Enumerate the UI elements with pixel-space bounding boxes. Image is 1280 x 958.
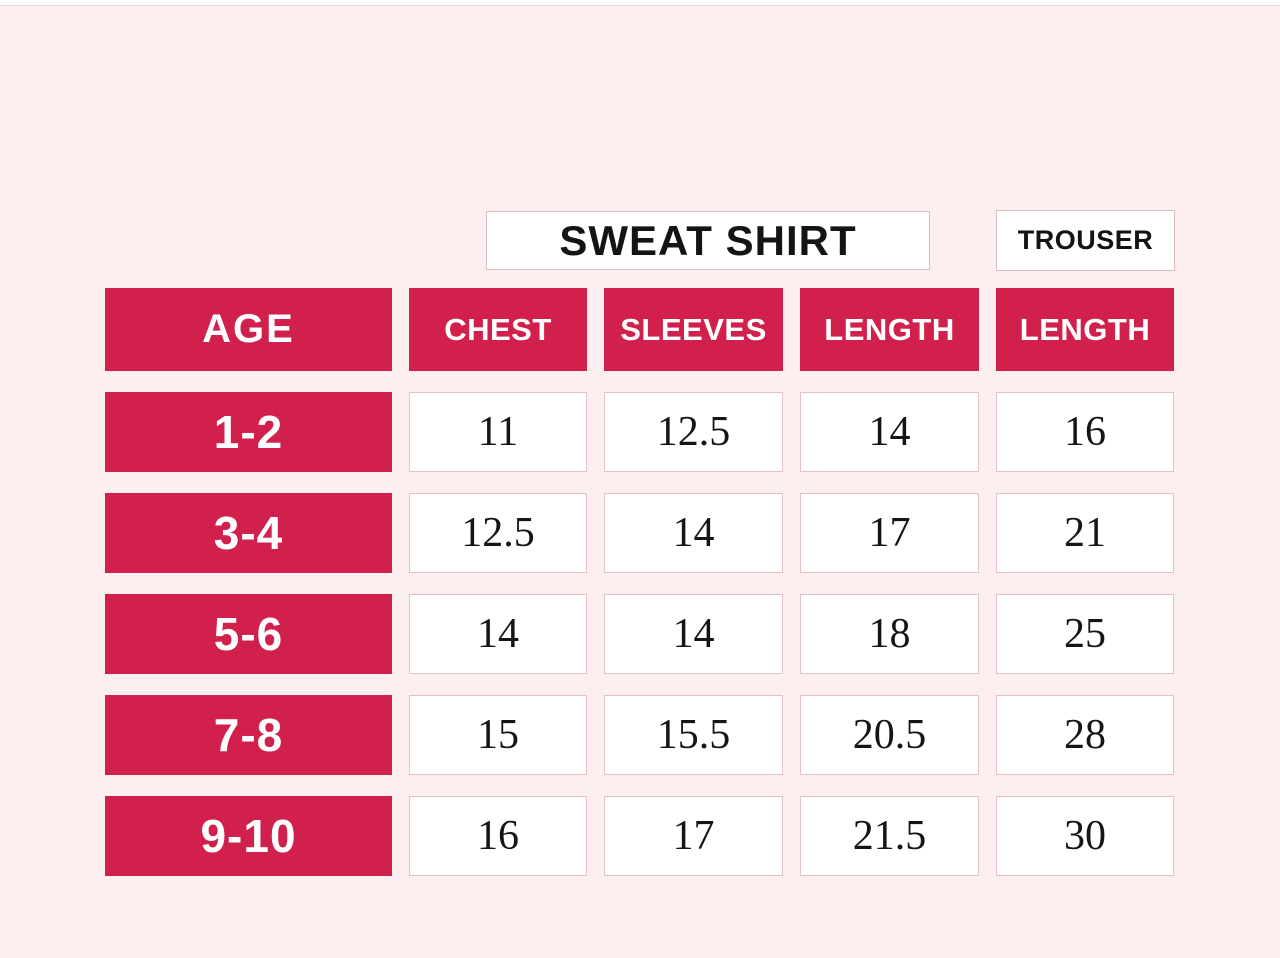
value-cell: 12.5: [604, 392, 783, 472]
value-cell: 17: [604, 796, 783, 876]
value-cell: 16: [409, 796, 587, 876]
value-cell: 25: [996, 594, 1174, 674]
value-cell: 15.5: [604, 695, 783, 775]
value-cell: 16: [996, 392, 1174, 472]
column-header-length: LENGTH: [800, 288, 979, 371]
age-cell: 5-6: [105, 594, 392, 674]
column-header-chest: CHEST: [409, 288, 587, 371]
value-cell: 14: [604, 594, 783, 674]
age-cell: 1-2: [105, 392, 392, 472]
trouser-group-label: TROUSER: [1017, 225, 1154, 255]
value-cell: 20.5: [800, 695, 979, 775]
age-cell: 7-8: [105, 695, 392, 775]
sweatshirt-group-header: SWEAT SHIRT: [486, 211, 930, 270]
value-cell: 28: [996, 695, 1174, 775]
value-cell: 14: [800, 392, 979, 472]
value-cell: 14: [409, 594, 587, 674]
value-cell: 12.5: [409, 493, 587, 573]
column-header-trouser-length: LENGTH: [996, 288, 1174, 371]
value-cell: 15: [409, 695, 587, 775]
value-cell: 21.5: [800, 796, 979, 876]
size-table: AGE CHEST SLEEVES LENGTH LENGTH 1-2 11 1…: [105, 288, 1174, 876]
trouser-group-header: TROUSER: [996, 210, 1175, 271]
sweatshirt-group-label: SWEAT SHIRT: [559, 216, 857, 264]
value-cell: 18: [800, 594, 979, 674]
value-cell: 30: [996, 796, 1174, 876]
value-cell: 14: [604, 493, 783, 573]
age-column-header: AGE: [105, 288, 392, 371]
top-edge-strip: [0, 0, 1280, 6]
value-cell: 11: [409, 392, 587, 472]
column-header-sleeves: SLEEVES: [604, 288, 783, 371]
value-cell: 17: [800, 493, 979, 573]
age-cell: 3-4: [105, 493, 392, 573]
age-cell: 9-10: [105, 796, 392, 876]
value-cell: 21: [996, 493, 1174, 573]
